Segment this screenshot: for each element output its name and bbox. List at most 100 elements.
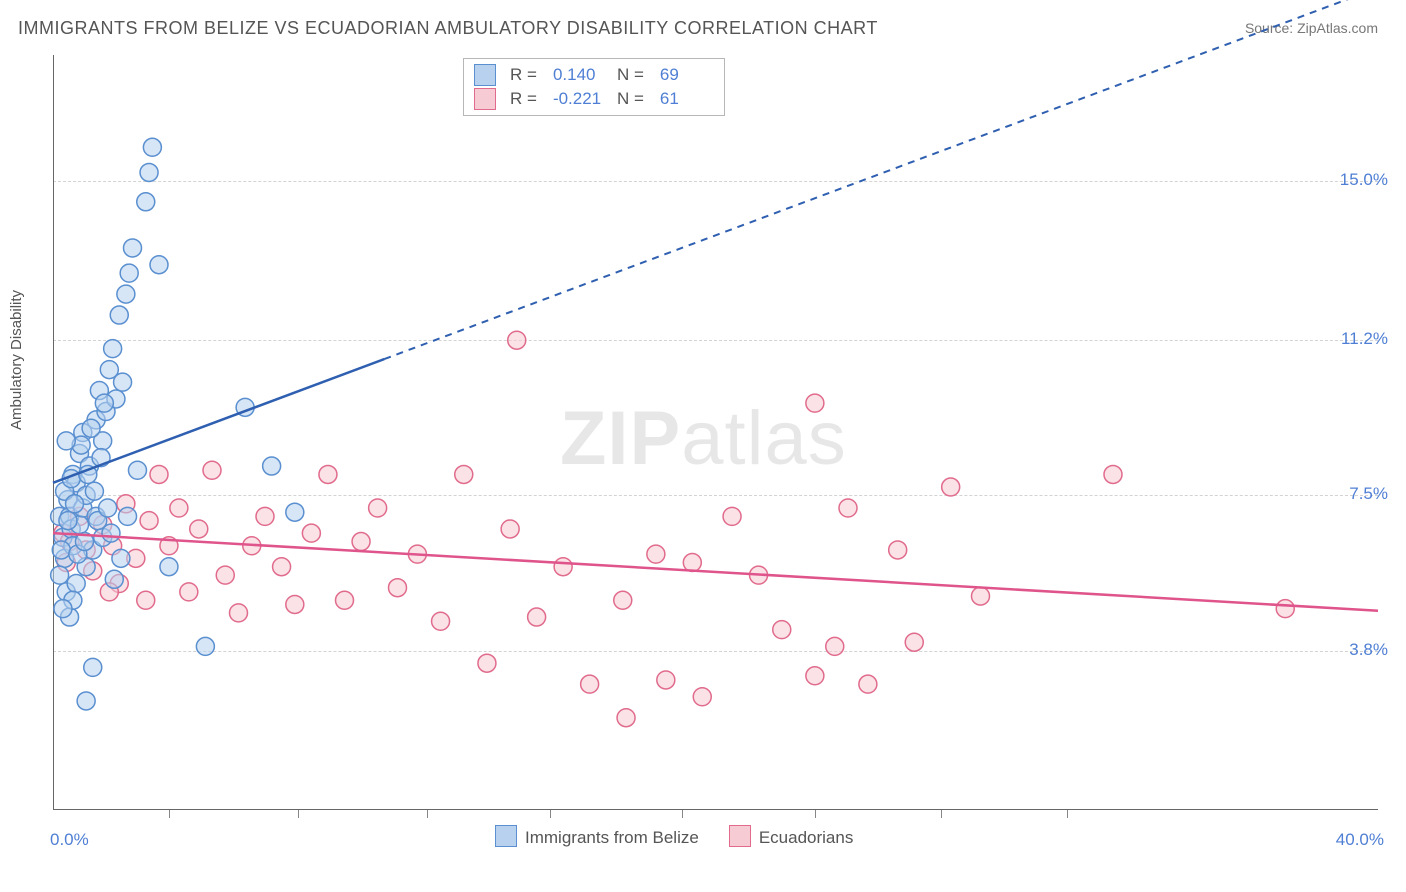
scatter-plot [53, 55, 1378, 810]
scatter-point [581, 675, 599, 693]
scatter-point [84, 658, 102, 676]
scatter-point [104, 340, 122, 358]
scatter-point [160, 558, 178, 576]
scatter-point [273, 558, 291, 576]
x-tick [941, 810, 942, 818]
scatter-point [657, 671, 675, 689]
scatter-point [120, 264, 138, 282]
scatter-point [617, 709, 635, 727]
scatter-point [128, 461, 146, 479]
legend-blue-R: 0.140 [553, 63, 603, 87]
series-legend: Immigrants from Belize Ecuadorians [495, 825, 853, 848]
x-axis-end-label: 40.0% [1336, 830, 1384, 850]
scatter-point [95, 394, 113, 412]
chart-container: IMMIGRANTS FROM BELIZE VS ECUADORIAN AMB… [0, 0, 1406, 892]
scatter-point [905, 633, 923, 651]
scatter-point [455, 465, 473, 483]
legend-pink-R: -0.221 [553, 87, 603, 111]
scatter-point [1104, 465, 1122, 483]
legend-label-pink: Ecuadorians [759, 828, 854, 847]
scatter-point [336, 591, 354, 609]
legend-item-pink: Ecuadorians [729, 825, 854, 848]
legend-swatch-pink [474, 88, 496, 110]
legend-R-label: R = [510, 87, 537, 111]
scatter-point [302, 524, 320, 542]
legend-swatch-blue [474, 64, 496, 86]
x-tick [682, 810, 683, 818]
scatter-point [806, 394, 824, 412]
scatter-point [51, 566, 69, 584]
scatter-point [693, 688, 711, 706]
scatter-point [54, 600, 72, 618]
legend-label-blue: Immigrants from Belize [525, 828, 699, 847]
legend-item-blue: Immigrants from Belize [495, 825, 699, 848]
scatter-point [102, 524, 120, 542]
scatter-point [137, 193, 155, 211]
scatter-point [59, 512, 77, 530]
scatter-point [478, 654, 496, 672]
scatter-point [501, 520, 519, 538]
scatter-point [352, 533, 370, 551]
x-tick [1067, 810, 1068, 818]
scatter-point [190, 520, 208, 538]
scatter-point [319, 465, 337, 483]
scatter-point [806, 667, 824, 685]
scatter-point [432, 612, 450, 630]
scatter-point [67, 575, 85, 593]
scatter-point [216, 566, 234, 584]
scatter-point [723, 507, 741, 525]
scatter-point [77, 692, 95, 710]
legend-pink-N: 61 [660, 87, 710, 111]
scatter-point [170, 499, 188, 517]
scatter-point [508, 331, 526, 349]
x-tick [550, 810, 551, 818]
scatter-point [180, 583, 198, 601]
scatter-point [57, 432, 75, 450]
scatter-point [196, 637, 214, 655]
x-tick [427, 810, 428, 818]
scatter-point [117, 285, 135, 303]
chart-title: IMMIGRANTS FROM BELIZE VS ECUADORIAN AMB… [18, 18, 878, 39]
scatter-point [256, 507, 274, 525]
scatter-point [369, 499, 387, 517]
scatter-point [683, 554, 701, 572]
scatter-point [389, 579, 407, 597]
legend-row-blue: R = 0.140 N = 69 [474, 63, 710, 87]
scatter-point [82, 419, 100, 437]
x-axis-start-label: 0.0% [50, 830, 89, 850]
scatter-point [203, 461, 221, 479]
legend-blue-N: 69 [660, 63, 710, 87]
scatter-point [263, 457, 281, 475]
scatter-point [150, 256, 168, 274]
scatter-point [839, 499, 857, 517]
scatter-point [137, 591, 155, 609]
scatter-point [972, 587, 990, 605]
source-attribution: Source: ZipAtlas.com [1245, 20, 1378, 36]
scatter-point [99, 499, 117, 517]
trend-line [384, 0, 1378, 359]
scatter-point [66, 495, 84, 513]
legend-N-label: N = [617, 63, 644, 87]
scatter-point [286, 595, 304, 613]
scatter-point [150, 465, 168, 483]
y-axis-label: Ambulatory Disability [8, 290, 25, 430]
scatter-point [112, 549, 130, 567]
legend-R-label: R = [510, 63, 537, 87]
scatter-point [773, 621, 791, 639]
trend-line [53, 533, 1378, 611]
x-tick [298, 810, 299, 818]
scatter-point [528, 608, 546, 626]
scatter-point [105, 570, 123, 588]
scatter-point [52, 541, 70, 559]
legend-swatch-blue [495, 825, 517, 847]
scatter-point [1276, 600, 1294, 618]
scatter-point [230, 604, 248, 622]
scatter-point [614, 591, 632, 609]
scatter-point [647, 545, 665, 563]
scatter-point [140, 163, 158, 181]
scatter-point [110, 306, 128, 324]
scatter-point [554, 558, 572, 576]
legend-N-label: N = [617, 87, 644, 111]
legend-row-pink: R = -0.221 N = 61 [474, 87, 710, 111]
scatter-point [85, 482, 103, 500]
